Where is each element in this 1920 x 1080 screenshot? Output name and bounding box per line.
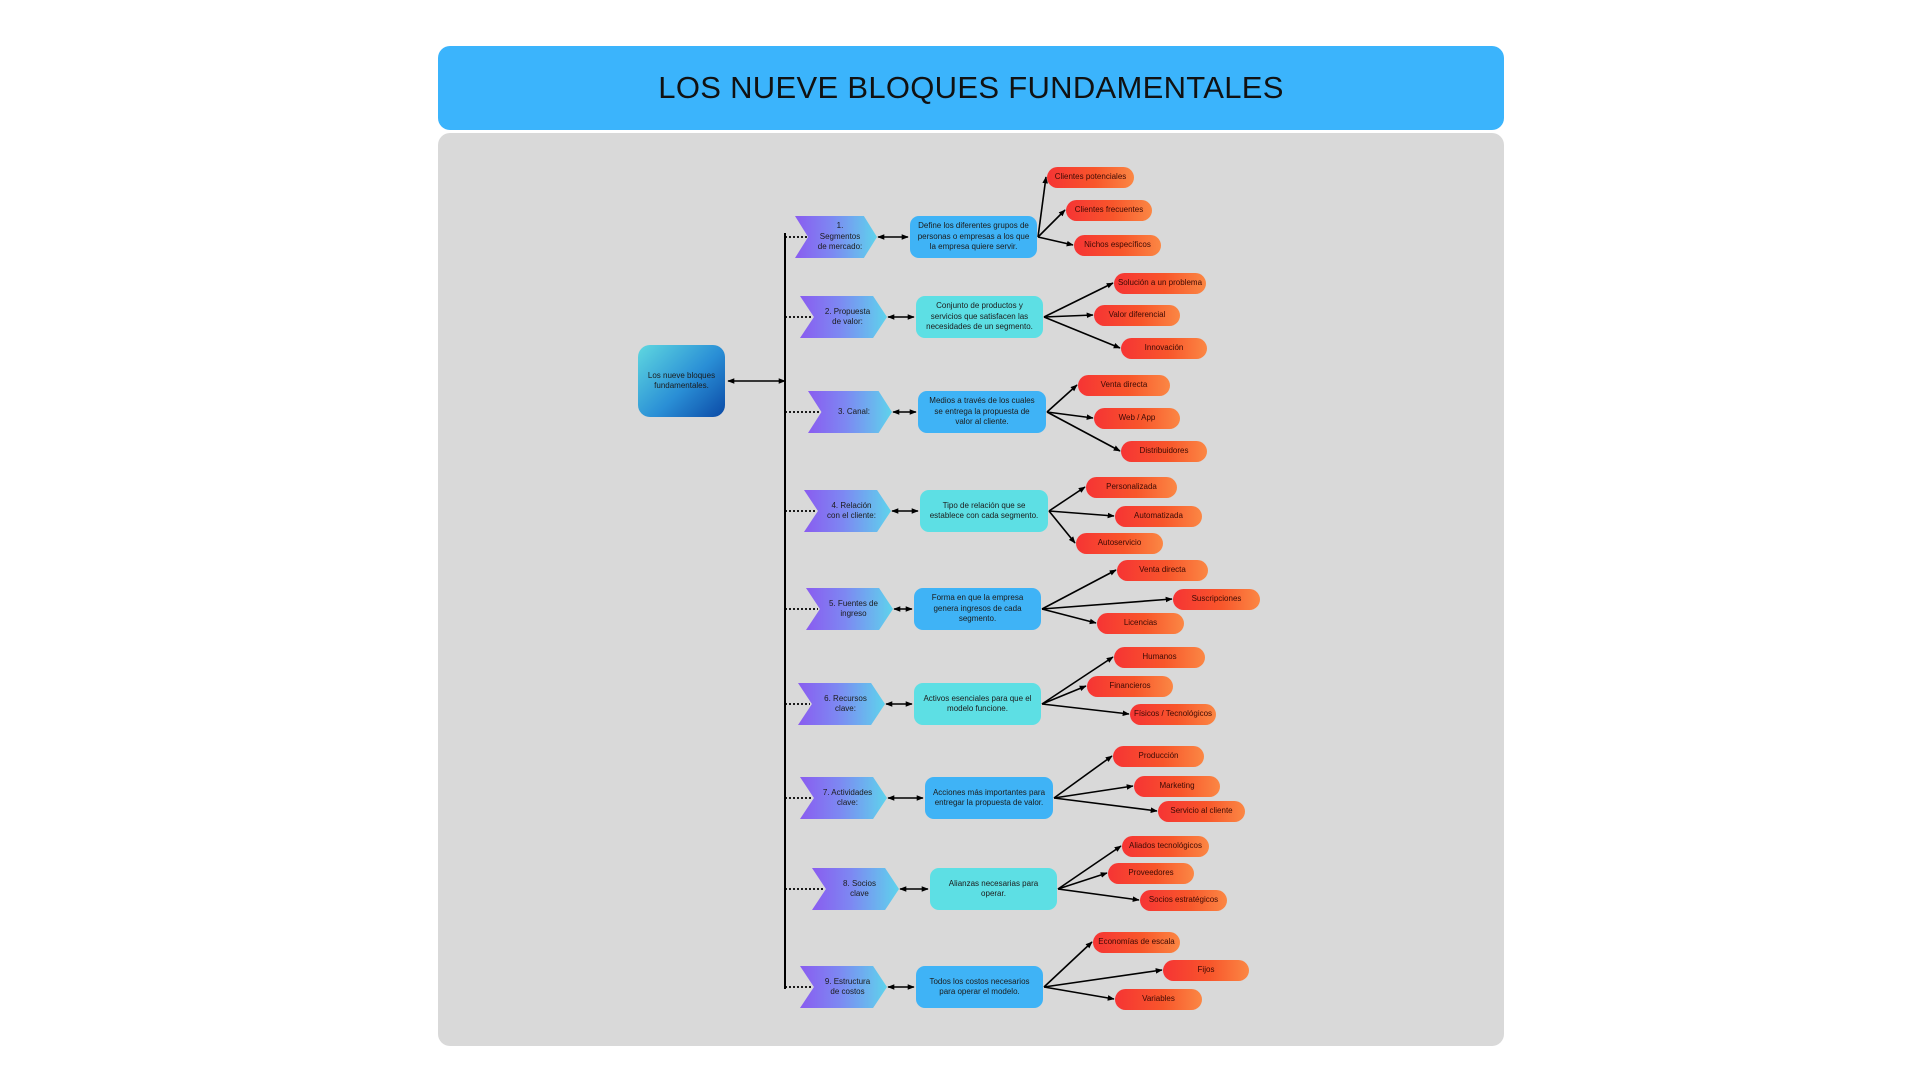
item-pill: Producción — [1113, 745, 1204, 767]
item-pill: Aliados tecnológicos — [1122, 835, 1209, 857]
item-pill: Fijos — [1163, 959, 1249, 981]
block-description-box: Medios a través de los cuales se entrega… — [918, 391, 1046, 433]
item-pill: Variables — [1115, 988, 1202, 1010]
item-pill: Autoservicio — [1076, 532, 1163, 554]
block-title-chevron: 7. Actividades clave: — [800, 777, 887, 819]
item-pill: Venta directa — [1117, 559, 1208, 581]
block-description-box: Tipo de relación que se establece con ca… — [920, 490, 1048, 532]
item-pill: Web / App — [1094, 407, 1180, 429]
item-pill: Clientes potenciales — [1047, 166, 1134, 188]
block-title-chevron: 9. Estructura de costos — [800, 966, 887, 1008]
item-pill: Economías de escala — [1093, 931, 1180, 953]
block-title-chevron: 5. Fuentes de ingreso — [806, 588, 893, 630]
item-pill: Nichos específicos — [1074, 234, 1161, 256]
item-pill: Licencias — [1097, 612, 1184, 634]
block-description-box: Todos los costos necesarios para operar … — [916, 966, 1043, 1008]
block-title-chevron: 4. Relación con el cliente: — [804, 490, 891, 532]
item-pill: Personalizada — [1086, 476, 1177, 498]
block-description-box: Forma en que la empresa genera ingresos … — [914, 588, 1041, 630]
block-description-box: Acciones más importantes para entregar l… — [925, 777, 1053, 819]
page-title: LOS NUEVE BLOQUES FUNDAMENTALES — [658, 70, 1284, 105]
item-pill: Innovación — [1121, 337, 1207, 359]
block-title-chevron: 1. Segmentos de mercado: — [795, 216, 877, 258]
item-pill: Distribuidores — [1121, 440, 1207, 462]
block-description-box: Alianzas necesarias para operar. — [930, 868, 1057, 910]
item-pill: Socios estratégicos — [1140, 889, 1227, 911]
item-pill: Humanos — [1114, 646, 1205, 668]
item-pill: Suscripciones — [1173, 588, 1260, 610]
block-description-box: Conjunto de productos y servicios que sa… — [916, 296, 1043, 338]
item-pill: Proveedores — [1108, 862, 1194, 884]
block-description-box: Define los diferentes grupos de personas… — [910, 216, 1037, 258]
item-pill: Servicio al cliente — [1158, 800, 1245, 822]
item-pill: Físicos / Tecnológicos — [1130, 703, 1216, 725]
item-pill: Marketing — [1134, 775, 1220, 797]
block-title-chevron: 8. Socios clave — [812, 868, 899, 910]
item-pill: Venta directa — [1078, 374, 1170, 396]
item-pill: Clientes frecuentes — [1066, 199, 1152, 221]
item-pill: Automatizada — [1115, 505, 1202, 527]
item-pill: Solución a un problema — [1114, 272, 1206, 294]
title-banner: LOS NUEVE BLOQUES FUNDAMENTALES — [438, 46, 1504, 130]
block-description-box: Activos esenciales para que el modelo fu… — [914, 683, 1041, 725]
item-pill: Financieros — [1087, 675, 1173, 697]
block-title-chevron: 3. Canal: — [808, 391, 892, 433]
item-pill: Valor diferencial — [1094, 304, 1180, 326]
block-title-chevron: 6. Recursos clave: — [798, 683, 885, 725]
root-node: Los nueve bloques fundamentales. — [638, 345, 725, 417]
block-title-chevron: 2. Propuesta de valor: — [800, 296, 887, 338]
